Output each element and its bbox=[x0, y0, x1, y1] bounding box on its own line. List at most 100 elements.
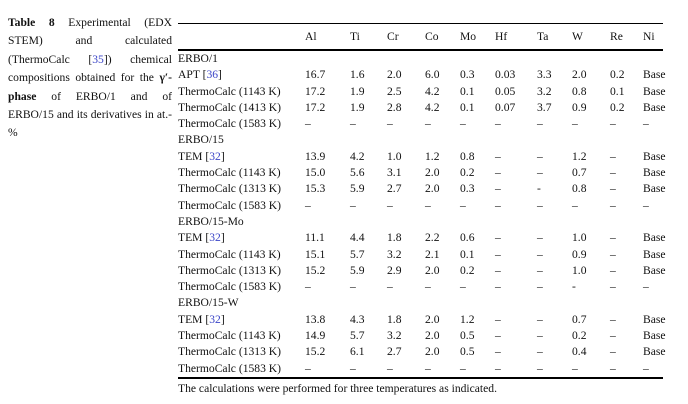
table-caption: Table 8 Experimental (EDX STEM) and calc… bbox=[8, 14, 172, 143]
value-cell: – bbox=[495, 329, 501, 343]
value-cell: – bbox=[643, 361, 649, 375]
value-cell: – bbox=[305, 117, 311, 131]
value-cell: – bbox=[387, 198, 393, 212]
citation-link[interactable]: 36 bbox=[206, 68, 219, 82]
value-cell: – bbox=[610, 198, 616, 212]
value-cell: – bbox=[537, 247, 543, 261]
value-cell: – bbox=[537, 117, 543, 131]
value-cell: – bbox=[425, 280, 431, 294]
column-header: Ni bbox=[643, 23, 663, 51]
table-row: APT [36] 16.7 1.6 2.0 6.0 0.3 0.03 3.3 2.0 0.2 Bas… bbox=[178, 67, 666, 83]
row-label-text: ThermoCalc (1413 K) bbox=[178, 100, 282, 114]
value-cell: 2.1 bbox=[425, 247, 440, 261]
value-cell: 5.7 bbox=[350, 329, 365, 343]
row-label: TEM [32] bbox=[178, 312, 305, 328]
row-label: ThermoCalc (1143 K) bbox=[178, 328, 305, 344]
value-cell: – bbox=[495, 263, 501, 277]
caption-text: of ERBO/1 and of ERBO/15 and its derivat… bbox=[8, 89, 172, 140]
value-cell: – bbox=[460, 117, 466, 131]
value-cell: 3.2 bbox=[537, 84, 552, 98]
value-cell: 2.9 bbox=[387, 263, 402, 277]
row-label: ThermoCalc (1143 K) bbox=[178, 165, 305, 181]
row-label-text: ThermoCalc (1583 K) bbox=[178, 280, 282, 294]
header-row: Al Ti Cr Co Mo Hf Ta W Re Ni bbox=[178, 23, 663, 51]
value-cell: 5.7 bbox=[350, 247, 365, 261]
value-cell: 5.9 bbox=[350, 263, 365, 277]
value-cell: – bbox=[537, 280, 543, 294]
value-cell: 17.2 bbox=[305, 84, 326, 98]
value-cell: 0.7 bbox=[572, 166, 587, 180]
value-cell: – bbox=[643, 198, 649, 212]
value-cell: 3.2 bbox=[387, 247, 402, 261]
section-row: ERBO/15-Mo bbox=[178, 214, 663, 230]
value-cell: – bbox=[643, 117, 649, 131]
value-cell: 0.6 bbox=[460, 231, 475, 245]
table-row: ThermoCalc (1313 K) 15.2 5.9 2.9 2.0 0.2 – – 1.0… bbox=[178, 263, 666, 279]
value-cell: 5.6 bbox=[350, 166, 365, 180]
table-row: ThermoCalc (1413 K) 17.2 1.9 2.8 4.2 0.1 0.07 3… bbox=[178, 100, 666, 116]
value-cell: – bbox=[495, 312, 501, 326]
value-cell: – bbox=[387, 280, 393, 294]
value-cell: – bbox=[610, 149, 616, 163]
row-label: ThermoCalc (1313 K) bbox=[178, 263, 305, 279]
row-label-text: ThermoCalc (1143 K) bbox=[178, 84, 281, 98]
value-cell: 15.3 bbox=[305, 182, 326, 196]
value-cell: – bbox=[350, 198, 356, 212]
row-label-text: ThermoCalc (1313 K) bbox=[178, 182, 282, 196]
value-cell: – bbox=[610, 312, 616, 326]
section-label: ERBO/1 bbox=[178, 52, 218, 65]
value-cell: 0.3 bbox=[460, 68, 475, 82]
caption-text: Experimental (EDX STEM) and calculated (… bbox=[8, 16, 172, 66]
value-cell: 3.2 bbox=[387, 329, 402, 343]
column-header: Hf bbox=[495, 23, 537, 51]
value-cell: – bbox=[460, 198, 466, 212]
value-cell: – bbox=[495, 182, 501, 196]
value-cell: 0.1 bbox=[460, 100, 475, 114]
caption-text: Table 8 bbox=[8, 16, 55, 29]
section-label: ERBO/15-W bbox=[178, 296, 239, 310]
column-header: Re bbox=[610, 23, 643, 51]
header-cell-empty bbox=[178, 23, 305, 51]
value-cell: Base bbox=[643, 329, 666, 343]
value-cell: 6.1 bbox=[350, 345, 365, 359]
value-cell: – bbox=[610, 166, 616, 180]
value-cell: 0.07 bbox=[495, 100, 516, 114]
value-cell: – bbox=[425, 361, 431, 375]
row-label-text: ] bbox=[220, 312, 225, 326]
row-label-text: ThermoCalc (1583 K) bbox=[178, 117, 282, 131]
table-row: ThermoCalc (1313 K) 15.3 5.9 2.7 2.0 0.3 – - 0.8… bbox=[178, 181, 666, 197]
column-header: Al bbox=[305, 23, 350, 51]
row-label-text: TEM [ bbox=[178, 149, 210, 163]
value-cell: 0.7 bbox=[572, 312, 587, 326]
section-row: ERBO/15-W bbox=[178, 295, 663, 311]
table-body: ERBO/1 APT [36] 16.7 1.6 2.0 6.0 0.3 0.03 3.3 2.0… bbox=[178, 50, 666, 378]
value-cell: 2.0 bbox=[425, 345, 440, 359]
value-cell: 4.4 bbox=[350, 231, 365, 245]
value-cell: – bbox=[610, 345, 616, 359]
table-row: ThermoCalc (1583 K) – – – – – – – – – – bbox=[178, 198, 663, 214]
row-label-text: ThermoCalc (1143 K) bbox=[178, 247, 281, 261]
value-cell: 2.0 bbox=[425, 263, 440, 277]
value-cell: 17.2 bbox=[305, 100, 326, 114]
row-label: ThermoCalc (1413 K) bbox=[178, 100, 305, 116]
value-cell: 15.2 bbox=[305, 345, 326, 359]
row-label: ThermoCalc (1143 K) bbox=[178, 247, 305, 263]
citation-link[interactable]: 32 bbox=[209, 312, 221, 326]
citation-link[interactable]: 32 bbox=[209, 231, 221, 245]
citation-link[interactable]: 35 bbox=[92, 52, 104, 66]
table-row: ThermoCalc (1583 K) – – – – – – – – – – bbox=[178, 116, 663, 132]
value-cell: – bbox=[495, 198, 501, 212]
value-cell: 2.7 bbox=[387, 182, 402, 196]
value-cell: – bbox=[495, 345, 501, 359]
value-cell: 1.0 bbox=[572, 231, 587, 245]
row-label-text: ThermoCalc (1313 K) bbox=[178, 263, 282, 277]
row-label-text: ] bbox=[220, 149, 225, 163]
value-cell: 2.7 bbox=[387, 345, 402, 359]
value-cell: – bbox=[495, 166, 501, 180]
value-cell: 2.0 bbox=[425, 166, 440, 180]
value-cell: – bbox=[387, 361, 393, 375]
column-header: W bbox=[572, 23, 610, 51]
citation-link[interactable]: 32 bbox=[209, 149, 221, 163]
value-cell: 1.0 bbox=[572, 263, 587, 277]
value-cell: 1.6 bbox=[350, 68, 365, 82]
